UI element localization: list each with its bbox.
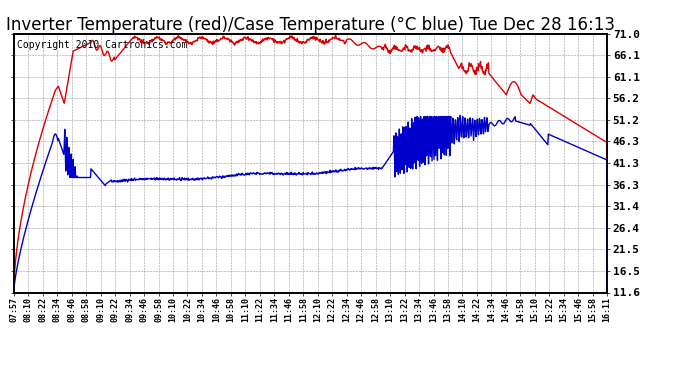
Title: Inverter Temperature (red)/Case Temperature (°C blue) Tue Dec 28 16:13: Inverter Temperature (red)/Case Temperat… (6, 16, 615, 34)
Text: Copyright 2010 Cartronics.com: Copyright 2010 Cartronics.com (17, 40, 187, 50)
